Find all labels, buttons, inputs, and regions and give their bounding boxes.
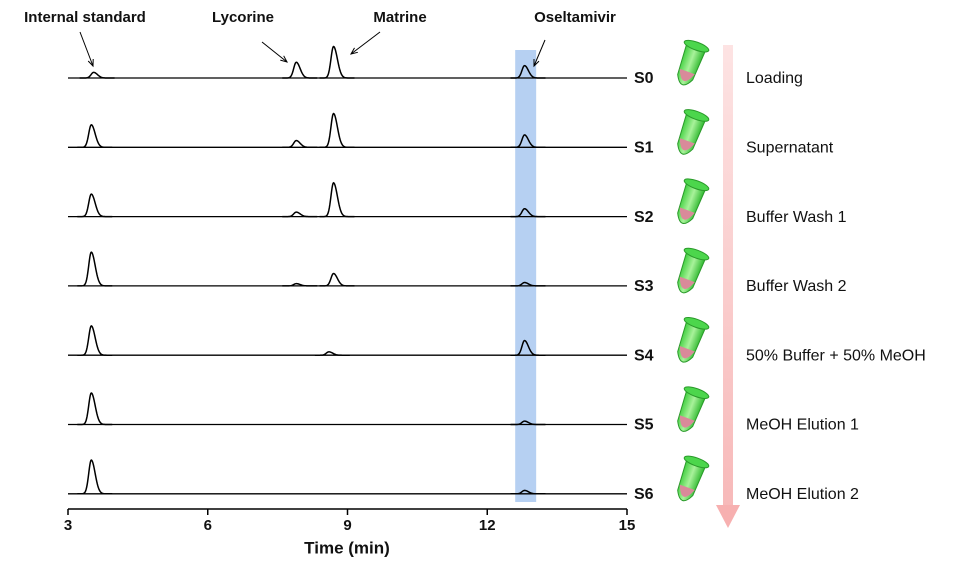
trace-label: S1 (634, 140, 654, 157)
peak (314, 351, 350, 356)
annotation: Internal standard (24, 9, 146, 26)
stage-label: Buffer Wash 2 (746, 278, 847, 295)
tube-liquid (679, 484, 695, 497)
tube-icon (677, 455, 710, 502)
annotation-arrow (79, 31, 94, 67)
trace-label: S4 (634, 347, 654, 364)
peak (319, 181, 355, 218)
peak (77, 459, 113, 495)
x-tick-label: 9 (343, 517, 351, 534)
tube-cap (683, 386, 710, 399)
tube-cap (683, 317, 710, 330)
tube-liquid (679, 276, 695, 289)
tube-icon (677, 247, 710, 294)
arrow-head (533, 59, 540, 68)
peak (510, 64, 546, 79)
peak (319, 112, 355, 149)
peak (510, 281, 546, 287)
peak (319, 272, 355, 287)
peak (77, 123, 113, 149)
tube-cap (683, 247, 710, 261)
peak (79, 71, 115, 79)
annotation-arrow (261, 41, 288, 63)
trace-label: S6 (634, 486, 654, 503)
tube-liquid (679, 68, 695, 82)
annotation: Matrine (373, 9, 426, 26)
arrow-head (349, 47, 358, 55)
trace-label: S3 (634, 278, 654, 295)
tube-liquid (679, 345, 695, 359)
peak (77, 193, 113, 218)
tube-liquid (679, 415, 695, 428)
annotation-arrow (350, 31, 381, 55)
peak (282, 61, 318, 79)
stage-label: Supernatant (746, 140, 834, 157)
highlight-band (515, 50, 537, 502)
x-tick-label: 15 (619, 517, 636, 534)
tube-liquid (679, 138, 695, 151)
tube-liquid (679, 207, 695, 220)
x-axis-label: Time (min) (304, 538, 390, 557)
peak (510, 207, 546, 218)
peak (77, 325, 113, 356)
peak (510, 339, 546, 356)
annotation: Oseltamivir (534, 9, 616, 26)
tube-icon (677, 109, 710, 155)
trace-label: S2 (634, 209, 654, 226)
peak (510, 489, 546, 495)
peak (77, 392, 113, 426)
trace-label: S0 (634, 70, 654, 87)
tube-cap (683, 178, 710, 192)
arrow-head (280, 55, 288, 63)
peak (282, 282, 318, 287)
stage-label: 50% Buffer + 50% MeOH (746, 347, 926, 364)
tube-icon (677, 178, 710, 224)
peak (282, 139, 318, 149)
peak (282, 211, 318, 218)
tube-icon (677, 317, 710, 363)
peak (77, 251, 113, 287)
x-tick-label: 3 (64, 517, 72, 534)
peak (510, 134, 546, 149)
annotation-arrow (533, 39, 546, 67)
stage-label: MeOH Elution 1 (746, 417, 859, 434)
peak (319, 45, 355, 79)
arrow-head (87, 58, 94, 68)
tube-cap (683, 39, 710, 53)
peak (510, 420, 546, 426)
stage-label: Buffer Wash 1 (746, 209, 847, 226)
tube-icon (677, 39, 710, 86)
x-tick-label: 12 (479, 517, 496, 534)
tube-cap (683, 455, 710, 469)
stage-label: Loading (746, 70, 803, 87)
tube-icon (677, 386, 710, 432)
x-tick-label: 6 (204, 517, 212, 534)
trace-label: S5 (634, 417, 654, 434)
process-arrow (716, 45, 740, 528)
tube-cap (683, 109, 710, 122)
annotation: Lycorine (212, 9, 274, 26)
stage-label: MeOH Elution 2 (746, 486, 859, 503)
